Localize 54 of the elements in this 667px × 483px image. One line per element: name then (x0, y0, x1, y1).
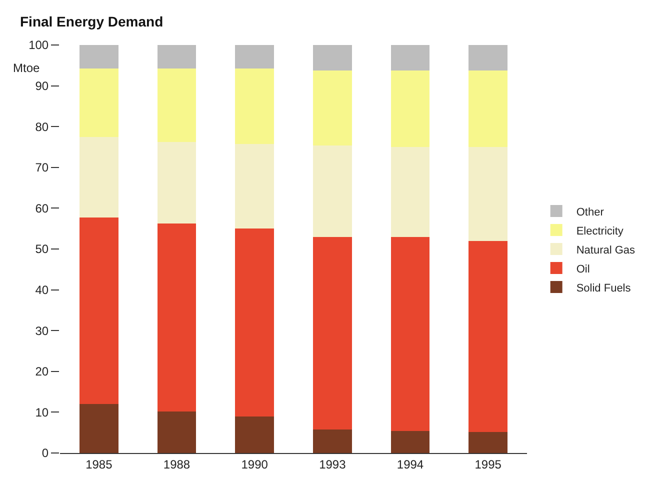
bar (312, 236, 352, 430)
bar (79, 404, 118, 453)
bar (468, 240, 508, 432)
bar (468, 432, 508, 453)
bar (235, 416, 274, 453)
y-tick-label: 70 (35, 160, 49, 175)
bar (157, 45, 196, 69)
legend-label: Oil (576, 263, 590, 276)
x-tick-label: 1988 (163, 457, 190, 472)
bar (79, 68, 118, 138)
y-tick-label: 30 (35, 324, 49, 338)
bar (157, 68, 196, 142)
legend-label: Other (576, 206, 604, 218)
x-tick-label: 1994 (396, 457, 424, 472)
legend-label: Natural Gas (576, 244, 636, 256)
bar (312, 429, 352, 453)
y-tick-label: 80 (35, 120, 49, 134)
bar (79, 45, 118, 69)
bar (468, 70, 508, 147)
y-tick-label: 40 (35, 283, 49, 297)
bar (235, 144, 274, 229)
bar (157, 411, 196, 453)
bar (235, 228, 274, 416)
y-tick-label: 0 (42, 446, 49, 460)
legend-label: Solid Fuels (576, 282, 632, 294)
bar (79, 137, 118, 218)
bar (157, 142, 196, 224)
bar (390, 147, 430, 237)
bar (390, 430, 430, 453)
x-tick-label: 1995 (474, 457, 502, 472)
legend-label: Electricity (576, 225, 624, 238)
y-tick-label: 50 (35, 242, 49, 256)
y-tick-label: 20 (35, 364, 49, 379)
bar (79, 218, 118, 404)
bar (235, 45, 274, 69)
y-tick-label: 60 (35, 201, 49, 216)
x-tick-label: 1993 (319, 457, 346, 472)
bar (312, 145, 352, 237)
y-axis-title: Mtoe (13, 61, 40, 75)
bar (390, 236, 430, 431)
bar (468, 147, 508, 241)
bar (468, 45, 508, 71)
bar (390, 45, 430, 71)
bar (390, 70, 430, 147)
x-tick-label: 1990 (241, 457, 268, 472)
bar (157, 224, 196, 412)
bar (235, 68, 274, 144)
chart-title: Final Energy Demand (20, 14, 164, 30)
bar (312, 70, 352, 146)
x-tick-label: 1985 (86, 457, 113, 472)
y-tick-label: 10 (35, 405, 49, 420)
y-tick-label: 90 (35, 79, 49, 93)
y-tick-label: 100 (28, 38, 49, 52)
bar (312, 45, 352, 71)
